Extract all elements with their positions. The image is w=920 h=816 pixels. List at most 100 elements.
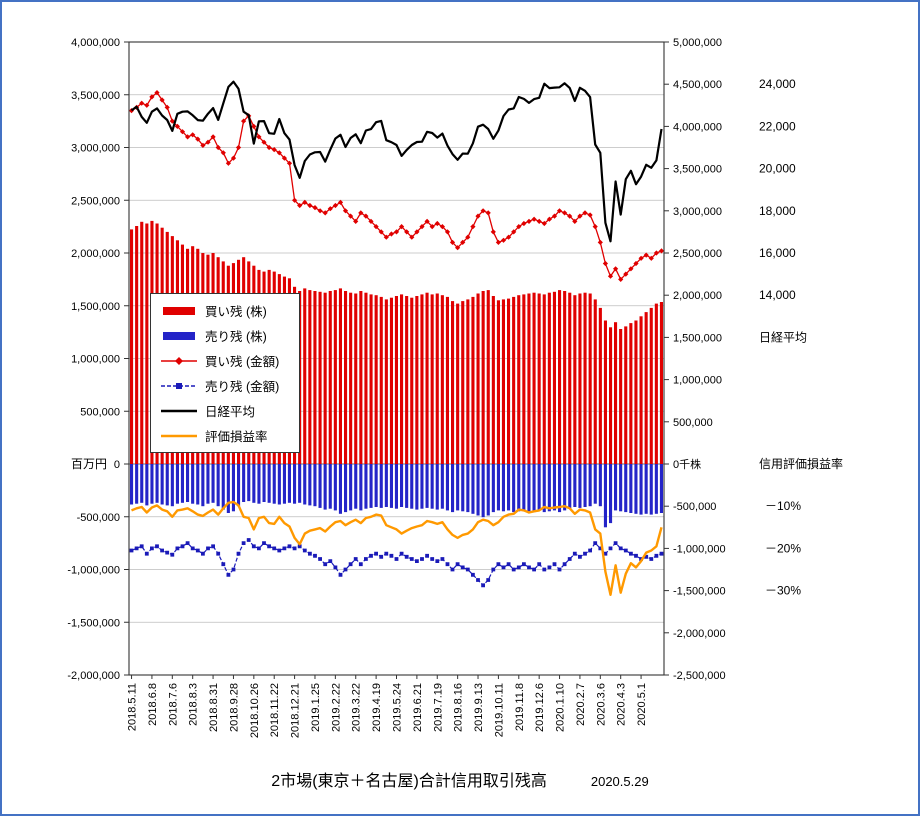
- legend-swatch-line-icon: [161, 434, 197, 437]
- left-axis-label: 500,000: [80, 406, 120, 418]
- left-axis-label: -2,000,000: [67, 670, 120, 682]
- right-axis-label: -1,000,000: [673, 543, 726, 555]
- left-axis-label: -1,000,000: [67, 565, 120, 577]
- legend-item-2: 買い残 (金額): [151, 350, 299, 371]
- nikkei-axis-label: 14,000: [759, 288, 796, 302]
- right-axis-label: 2,500,000: [673, 248, 722, 260]
- left-axis-label: 1,000,000: [71, 354, 120, 366]
- right-axis-label: -500,000: [673, 501, 716, 513]
- x-axis-label: 2019.11.8: [514, 683, 526, 731]
- x-axis-label: 2020.1.10: [555, 683, 567, 732]
- right-axis-label: -2,000,000: [673, 628, 726, 640]
- right-axis-label: 5,000,000: [673, 37, 722, 49]
- x-axis-label: 2018.6.8: [147, 683, 159, 726]
- legend-swatch-bar-icon: [163, 331, 195, 340]
- x-axis-label: 2018.11.22: [269, 683, 281, 737]
- nikkei-axis-label: 22,000: [759, 119, 796, 133]
- x-axis-label: 2018.8.31: [208, 683, 220, 732]
- x-axis-label: 2018.10.26: [249, 683, 261, 738]
- x-axis-label: 2019.1.25: [310, 683, 322, 732]
- legend-swatch-line-icon: [161, 409, 197, 412]
- x-axis-label: 2020.5.1: [636, 683, 648, 726]
- x-axis-label: 2019.3.22: [351, 683, 363, 732]
- ratio-axis-label: －10%: [765, 499, 801, 513]
- title-row: 2市場(東京＋名古屋)合計信用取引残高 2020.5.29: [2, 767, 918, 791]
- ratio-axis-label: －30%: [765, 584, 801, 598]
- left-axis-label: -500,000: [77, 512, 120, 524]
- chart-title: 2市場(東京＋名古屋)合計信用取引残高: [271, 773, 547, 790]
- left-axis-label: 0: [114, 459, 120, 471]
- sell-amount-markers: [129, 538, 664, 588]
- nikkei-axis-label: 24,000: [759, 77, 796, 91]
- legend-swatch-line-icon: [161, 356, 197, 365]
- legend-item-1: 売り残 (株): [151, 325, 299, 346]
- right-axis-label: 3,000,000: [673, 206, 722, 218]
- legend-item-0: 買い残 (株): [151, 300, 299, 321]
- x-axis-label: 2019.10.11: [493, 683, 505, 737]
- x-axis-label: 2020.4.3: [616, 683, 628, 726]
- ratio-axis-label: －20%: [765, 541, 801, 555]
- left-axis-label: 2,000,000: [71, 248, 120, 260]
- right-axis-label: 1,000,000: [673, 375, 722, 387]
- legend-label: 日経平均: [205, 405, 256, 419]
- legend-label: 売り残 (金額): [205, 380, 280, 394]
- legend-item-3: 売り残 (金額): [151, 375, 299, 396]
- left-axis-label: 3,500,000: [71, 90, 120, 102]
- left-axis-label: 2,500,000: [71, 195, 120, 207]
- nikkei-axis-label: 16,000: [759, 246, 796, 260]
- sell-amount-line: [131, 539, 662, 587]
- x-axis-label: 2019.7.19: [432, 683, 444, 732]
- right-axis-label: -1,500,000: [673, 586, 726, 598]
- ratio-axis-title: 信用評価損益率: [759, 456, 843, 471]
- as-of-date: 2020.5.29: [590, 774, 649, 789]
- x-axis-label: 2018.12.21: [290, 683, 302, 738]
- nikkei-axis-label: 18,000: [759, 204, 796, 218]
- x-axis-label: 2018.8.3: [188, 683, 200, 726]
- buy-amount-line: [131, 91, 662, 281]
- left-axis-label: -1,500,000: [67, 617, 120, 629]
- nikkei-line: [130, 80, 663, 243]
- x-axis: 2018.5.11 2018.6.8 2018.7.6 2018.8.3 2018.8.…: [127, 675, 648, 738]
- legend: 買い残 (株) 売り残 (株) 買い残 (金額) 売り残 (金額) 日経平均評価損益率: [150, 293, 300, 453]
- right-axis-label: 2,000,000: [673, 290, 722, 302]
- right-axis-label: -2,500,000: [673, 670, 726, 682]
- legend-item-4: 日経平均: [151, 400, 299, 421]
- right-axis-label: 1,500,000: [673, 332, 722, 344]
- left-axis-unit: 百万円: [71, 457, 107, 471]
- legend-swatch-bar-icon: [163, 306, 195, 315]
- x-axis-label: 2020.3.6: [595, 683, 607, 726]
- right-axis-label: 3,500,000: [673, 164, 722, 176]
- left-axis-label: 1,500,000: [71, 301, 120, 313]
- x-axis-label: 2018.5.11: [127, 683, 139, 731]
- legend-swatch-line-icon: [161, 382, 197, 389]
- right-axis-label: 4,500,000: [673, 79, 722, 91]
- x-axis-label: 2019.9.13: [473, 683, 485, 732]
- x-axis-label: 2019.6.21: [412, 683, 424, 732]
- left-axis: -2,000,000 -1,500,000 -1,000,000 -500,000 0 5…: [67, 37, 129, 682]
- right-axis: -2,500,000 -2,000,000 -1,500,000 -1,000,000…: [664, 37, 726, 682]
- x-axis-label: 2019.5.24: [392, 683, 404, 732]
- far-right-axis: 24,000 22,000 20,000 18,000 16,000 14,000 日経平均…: [759, 77, 843, 597]
- legend-label: 買い残 (金額): [205, 355, 280, 369]
- x-axis-label: 2020.2.7: [575, 683, 587, 726]
- x-axis-label: 2019.2.22: [330, 683, 342, 732]
- right-axis-label: 500,000: [673, 417, 713, 429]
- right-axis-label: 4,000,000: [673, 121, 722, 133]
- x-axis-label: 2018.7.6: [167, 683, 179, 726]
- right-axis-label: 0千株: [673, 457, 701, 471]
- left-axis-label: 3,000,000: [71, 143, 120, 155]
- legend-label: 売り残 (株): [205, 330, 267, 344]
- x-axis-label: 2019.8.16: [453, 683, 465, 732]
- sell-shares-bars: [130, 464, 663, 528]
- legend-item-5: 評価損益率: [151, 425, 299, 446]
- nikkei-axis-label: 20,000: [759, 162, 796, 176]
- x-axis-label: 2019.12.6: [534, 683, 546, 732]
- left-axis-label: 4,000,000: [71, 37, 120, 49]
- x-axis-label: 2018.9.28: [228, 683, 240, 732]
- x-axis-label: 2019.4.19: [371, 683, 383, 732]
- nikkei-axis-title: 日経平均: [759, 330, 807, 344]
- ratio-line: [131, 500, 663, 596]
- legend-label: 評価損益率: [205, 430, 268, 444]
